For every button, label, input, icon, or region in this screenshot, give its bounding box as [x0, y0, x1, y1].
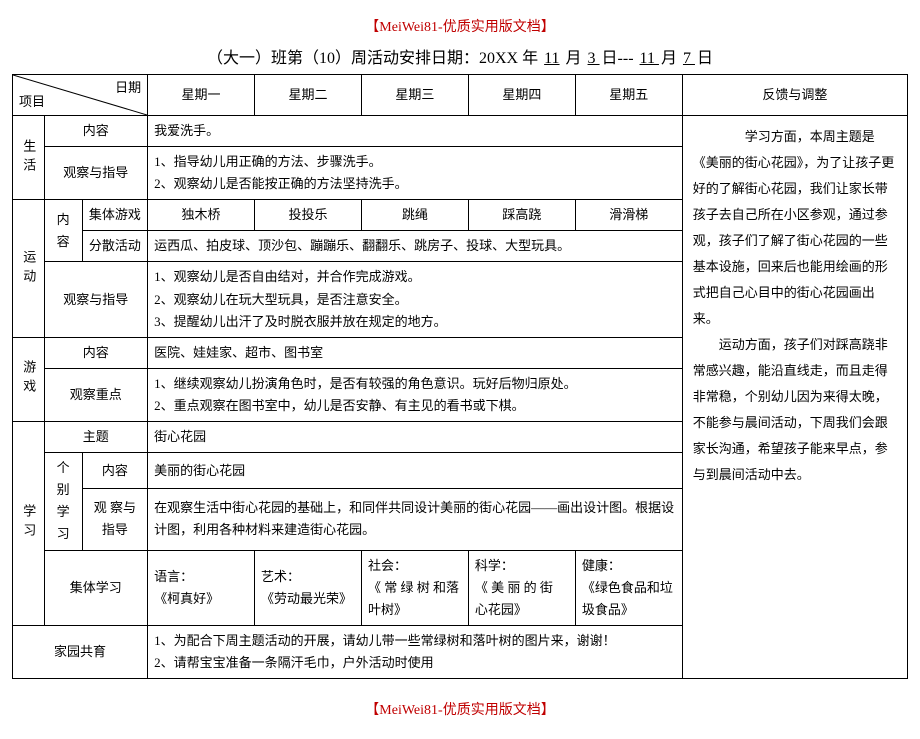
- study-ind-guide-label: 观 察与 指导: [82, 489, 147, 550]
- header-tag: 【MeiWei81-优质实用版文档】: [12, 16, 908, 36]
- study-collective-tue: 艺术：《劳动最光荣》: [255, 550, 362, 625]
- game-focus-text: 1、继续观察幼儿扮演角色时，是否有较强的角色意识。玩好后物归原处。2、重点观察在…: [148, 368, 683, 421]
- feedback-header: 反馈与调整: [682, 75, 907, 116]
- sport-guide-text: 1、观察幼儿是否自由结对，并合作完成游戏。2、观察幼儿在玩大型玩具，是否注意安全…: [148, 262, 683, 337]
- weekday-mon: 星期一: [148, 75, 255, 116]
- weekday-fri: 星期五: [575, 75, 682, 116]
- sport-group-wed: 跳绳: [361, 200, 468, 231]
- study-individual-label: 个别学习: [44, 453, 82, 550]
- sport-inner-label: 内容: [44, 200, 82, 262]
- sport-group-mon: 独木桥: [148, 200, 255, 231]
- schedule-table: 日期 项目 星期一 星期二 星期三 星期四 星期五 反馈与调整 生活 内容 我爱…: [12, 74, 908, 679]
- game-content-label: 内容: [44, 337, 148, 368]
- study-theme-label: 主题: [44, 422, 148, 453]
- feedback-body: 学习方面，本周主题是《美丽的街心花园》，为了让孩子更好的了解街心花园，我们让家长…: [682, 116, 907, 679]
- sport-group-fri: 滑滑梯: [575, 200, 682, 231]
- sport-scatter-text: 运西瓜、拍皮球、顶沙包、蹦蹦乐、翻翻乐、跳房子、投球、大型玩具。: [148, 231, 683, 262]
- sport-group-thu: 踩高跷: [468, 200, 575, 231]
- home-label: 家园共育: [13, 625, 148, 678]
- title-day1: 3: [586, 50, 602, 67]
- study-collective-fri: 健康：《绿色食品和垃圾食品》: [575, 550, 682, 625]
- life-guide-label: 观察与指导: [44, 147, 148, 200]
- page-title: （大一）班第（10）周活动安排日期：20XX 年 11 月 3 日--- 11 …: [12, 44, 908, 68]
- section-study: 学习: [13, 422, 45, 626]
- sport-guide-label: 观察与指导: [44, 262, 148, 337]
- title-month1: 11: [542, 50, 561, 67]
- life-content-label: 内容: [44, 116, 148, 147]
- home-text: 1、为配合下周主题活动的开展，请幼儿带一些常绿树和落叶树的图片来，谢谢！2、请帮…: [148, 625, 683, 678]
- section-sport: 运动: [13, 200, 45, 337]
- study-theme-text: 街心花园: [148, 422, 683, 453]
- life-content-text: 我爱洗手。: [148, 116, 683, 147]
- sport-scatter-label: 分散活动: [82, 231, 147, 262]
- title-prefix: （大一）班第（10）周活动安排日期：20XX 年: [207, 50, 538, 67]
- study-collective-mon: 语言：《柯真好》: [148, 550, 255, 625]
- sport-group-tue: 投投乐: [255, 200, 362, 231]
- study-collective-thu: 科学：《 美 丽 的 街 心花园》: [468, 550, 575, 625]
- diag-bottom-label: 项目: [19, 91, 45, 113]
- weekday-wed: 星期三: [361, 75, 468, 116]
- title-day2: 7: [681, 50, 697, 67]
- footer-tag: 【MeiWei81-优质实用版文档】: [12, 699, 908, 719]
- life-guide-text: 1、指导幼儿用正确的方法、步骤洗手。2、观察幼儿是否能按正确的方法坚持洗手。: [148, 147, 683, 200]
- corner-cell: 日期 项目: [13, 75, 148, 116]
- title-month2: 11: [638, 50, 661, 67]
- diag-top-label: 日期: [115, 77, 141, 99]
- section-game: 游戏: [13, 337, 45, 421]
- weekday-thu: 星期四: [468, 75, 575, 116]
- study-ind-content-text: 美丽的街心花园: [148, 453, 683, 489]
- sport-group-label: 集体游戏: [82, 200, 147, 231]
- study-ind-content-label: 内容: [82, 453, 147, 489]
- weekday-tue: 星期二: [255, 75, 362, 116]
- section-life: 生活: [13, 116, 45, 200]
- study-collective-wed: 社会：《 常 绿 树 和落叶树》: [361, 550, 468, 625]
- game-focus-label: 观察重点: [44, 368, 148, 421]
- study-ind-guide-text: 在观察生活中街心花园的基础上，和同伴共同设计美丽的街心花园——画出设计图。根据设…: [148, 489, 683, 550]
- study-collective-label: 集体学习: [44, 550, 148, 625]
- game-content-text: 医院、娃娃家、超市、图书室: [148, 337, 683, 368]
